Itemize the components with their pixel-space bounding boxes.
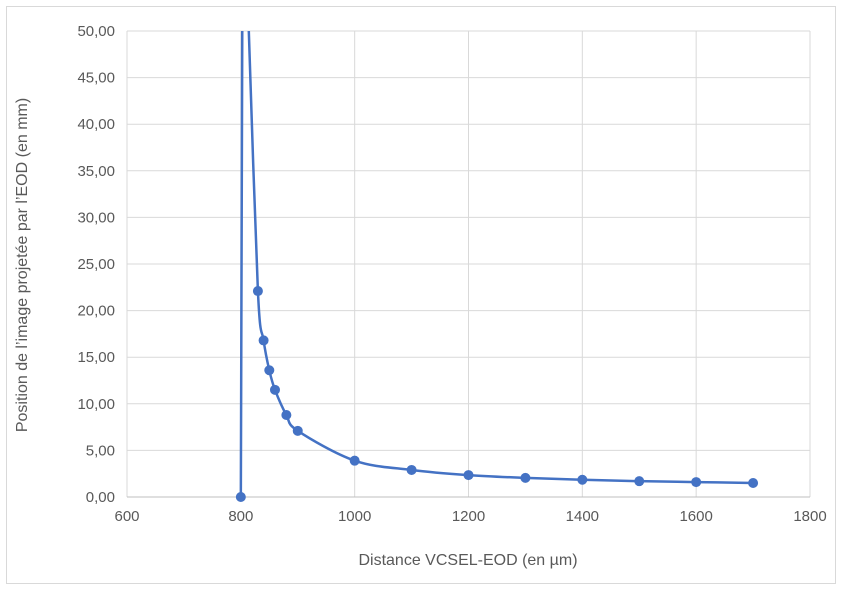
y-tick-label: 5,00 <box>86 442 115 459</box>
x-tick-labels: 600 800 1000 1200 1400 1600 1800 <box>114 508 826 525</box>
data-point <box>235 492 246 502</box>
data-point <box>691 477 702 488</box>
data-point <box>463 470 474 481</box>
data-point <box>252 286 263 297</box>
data-point <box>258 335 269 346</box>
data-point <box>264 365 275 376</box>
y-tick-label: 40,00 <box>77 116 115 133</box>
chart-area <box>6 6 836 584</box>
data-point <box>269 384 280 395</box>
x-tick-label: 1400 <box>566 508 599 525</box>
x-tick-label: 800 <box>228 508 253 525</box>
y-axis-title: Position de l’image projetée par l’EOD (… <box>14 98 31 432</box>
data-point <box>281 409 292 420</box>
y-tick-labels: 0,00 5,00 10,00 15,00 20,00 25,00 30,00 35,00 40… <box>77 23 115 506</box>
y-tick-label: 15,00 <box>77 349 115 366</box>
data-point <box>349 455 360 466</box>
y-tick-label: 0,00 <box>86 489 115 506</box>
x-tick-label: 1200 <box>452 508 485 525</box>
x-axis-title: Distance VCSEL-EOD (en µm) <box>358 552 577 569</box>
data-point <box>634 476 645 487</box>
y-tick-label: 50,00 <box>77 23 115 40</box>
y-tick-label: 30,00 <box>77 209 115 226</box>
data-point <box>292 425 303 436</box>
data-point <box>577 474 588 485</box>
data-points <box>235 286 759 502</box>
x-tick-label: 1600 <box>679 508 712 525</box>
y-tick-label: 35,00 <box>77 163 115 180</box>
y-tick-label: 10,00 <box>77 396 115 413</box>
series-line <box>239 30 754 498</box>
y-tick-label: 20,00 <box>77 303 115 320</box>
data-point <box>520 472 531 483</box>
data-point <box>406 464 417 475</box>
x-tick-label: 600 <box>114 508 139 525</box>
y-tick-label: 45,00 <box>77 70 115 87</box>
x-tick-label: 1800 <box>793 508 826 525</box>
gridlines <box>126 30 811 497</box>
x-tick-label: 1000 <box>338 508 371 525</box>
data-point <box>748 478 759 489</box>
y-tick-label: 25,00 <box>77 256 115 273</box>
